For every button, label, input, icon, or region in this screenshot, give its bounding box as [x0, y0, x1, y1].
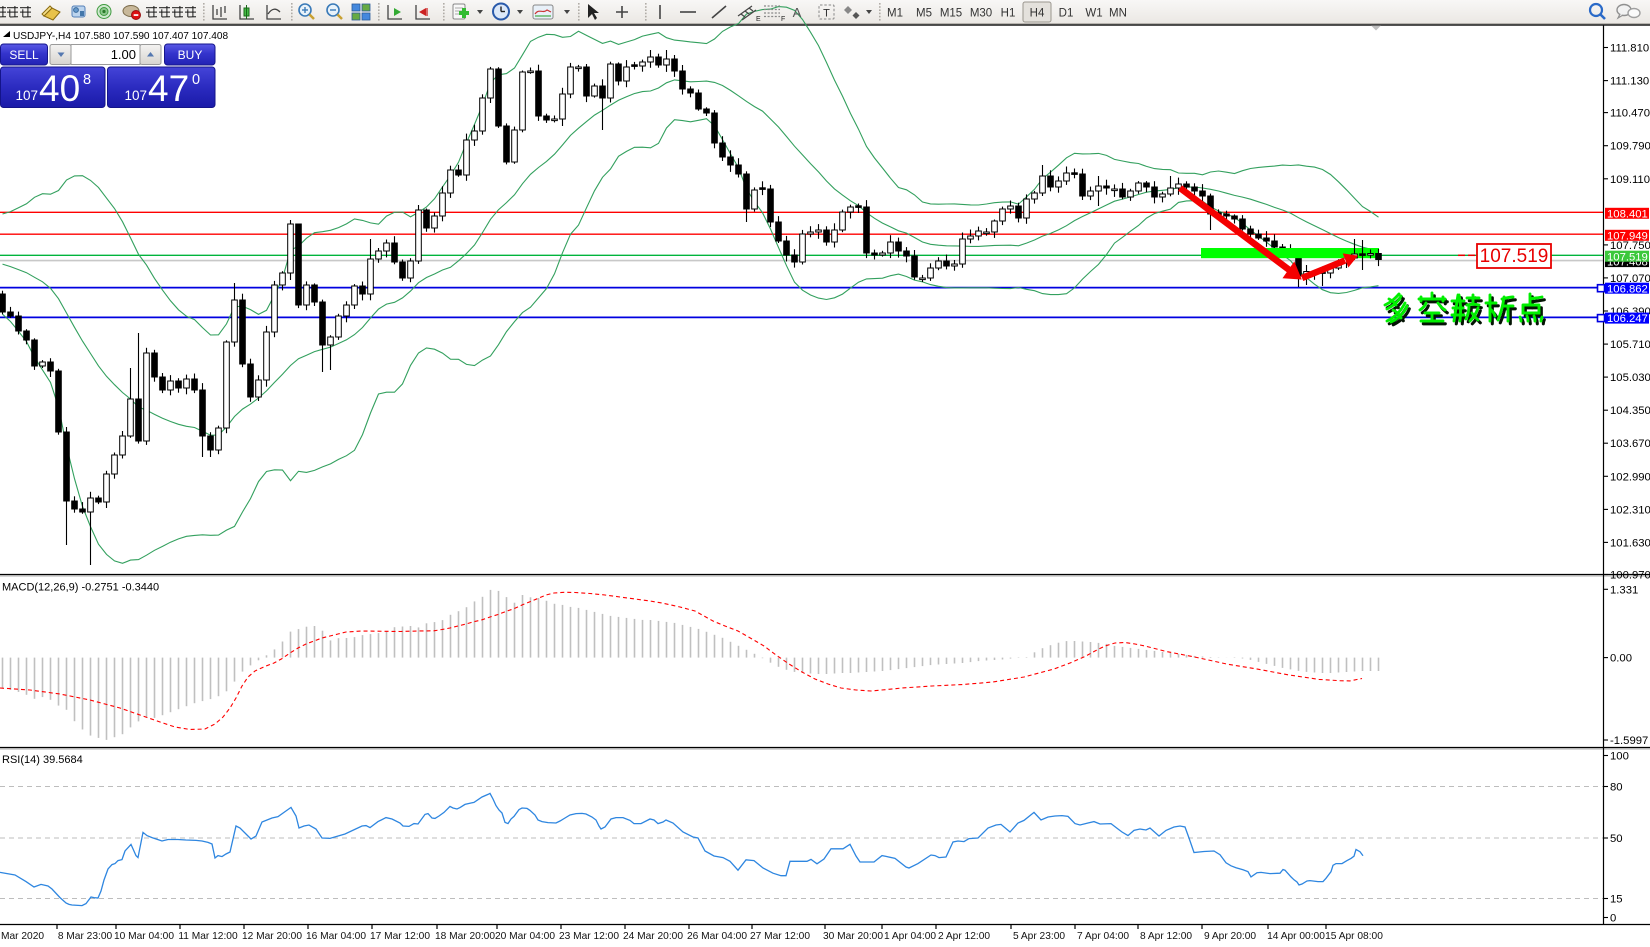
- svg-text:20 Mar 04:00: 20 Mar 04:00: [495, 931, 555, 942]
- svg-text:W1: W1: [1085, 8, 1102, 20]
- svg-text:103.670: 103.670: [1610, 438, 1650, 450]
- svg-text:7 Apr 04:00: 7 Apr 04:00: [1077, 931, 1129, 942]
- svg-text:MN: MN: [1109, 8, 1127, 20]
- svg-text:M15: M15: [940, 8, 962, 20]
- svg-text:15: 15: [1610, 894, 1623, 906]
- svg-text:108.401: 108.401: [1607, 208, 1648, 220]
- svg-text:0: 0: [1610, 913, 1616, 925]
- svg-text:D1: D1: [1059, 8, 1074, 20]
- svg-text:E: E: [756, 16, 761, 23]
- svg-text:24 Mar 20:00: 24 Mar 20:00: [623, 931, 683, 942]
- svg-text:102.990: 102.990: [1610, 471, 1650, 483]
- svg-text:111.810: 111.810: [1610, 43, 1649, 55]
- svg-text:8 Apr 12:00: 8 Apr 12:00: [1140, 931, 1192, 942]
- svg-text:109.790: 109.790: [1610, 141, 1650, 153]
- svg-text:2 Apr 12:00: 2 Apr 12:00: [938, 931, 990, 942]
- svg-text:14 Apr 00:00: 14 Apr 00:00: [1267, 931, 1325, 942]
- svg-text:109.110: 109.110: [1610, 174, 1650, 186]
- svg-text:F: F: [781, 16, 785, 23]
- svg-text:47: 47: [148, 68, 189, 109]
- svg-text:107.949: 107.949: [1607, 230, 1648, 242]
- svg-text:27 Mar 12:00: 27 Mar 12:00: [750, 931, 810, 942]
- svg-text:0.00: 0.00: [1610, 653, 1632, 665]
- svg-text:9 Apr 20:00: 9 Apr 20:00: [1204, 931, 1256, 942]
- svg-text:102.310: 102.310: [1610, 504, 1650, 516]
- svg-text:111.130: 111.130: [1610, 76, 1649, 88]
- svg-text:18 Mar 20:00: 18 Mar 20:00: [435, 931, 495, 942]
- svg-text:17 Mar 12:00: 17 Mar 12:00: [370, 931, 430, 942]
- svg-text:50: 50: [1610, 833, 1623, 845]
- svg-text:107.750: 107.750: [1610, 240, 1650, 252]
- svg-text:M1: M1: [887, 8, 903, 20]
- svg-text:8 Mar 23:00: 8 Mar 23:00: [58, 931, 113, 942]
- svg-text:MACD(12,26,9) -0.2751 -0.3440: MACD(12,26,9) -0.2751 -0.3440: [2, 582, 159, 594]
- svg-text:Mar 2020: Mar 2020: [1, 931, 44, 942]
- svg-text:8: 8: [83, 72, 91, 88]
- svg-text:0: 0: [192, 72, 200, 88]
- svg-text:H1: H1: [1001, 8, 1016, 20]
- svg-text:30 Mar 20:00: 30 Mar 20:00: [823, 931, 883, 942]
- svg-text:RSI(14) 39.5684: RSI(14) 39.5684: [2, 754, 83, 766]
- svg-text:80: 80: [1610, 782, 1623, 794]
- svg-text:107: 107: [124, 88, 147, 103]
- svg-text:16 Mar 04:00: 16 Mar 04:00: [306, 931, 366, 942]
- svg-text:100: 100: [1610, 751, 1629, 763]
- svg-text:10 Mar 04:00: 10 Mar 04:00: [114, 931, 174, 942]
- svg-text:BUY: BUY: [178, 48, 203, 62]
- svg-text:110.470: 110.470: [1610, 108, 1650, 120]
- svg-text:104.350: 104.350: [1610, 405, 1650, 417]
- svg-text:40: 40: [39, 68, 80, 109]
- svg-text:-1.5997: -1.5997: [1610, 735, 1648, 747]
- svg-text:106.862: 106.862: [1607, 283, 1648, 295]
- svg-text:1.331: 1.331: [1610, 584, 1638, 596]
- svg-text:M30: M30: [970, 8, 992, 20]
- svg-text:H4: H4: [1030, 8, 1045, 20]
- svg-text:1.00: 1.00: [111, 47, 136, 62]
- svg-text:107.519: 107.519: [1607, 251, 1648, 263]
- svg-text:12 Mar 20:00: 12 Mar 20:00: [242, 931, 302, 942]
- svg-text:107: 107: [15, 88, 38, 103]
- svg-text:5 Apr 23:00: 5 Apr 23:00: [1013, 931, 1065, 942]
- svg-text:101.630: 101.630: [1610, 537, 1650, 549]
- svg-text:106.247: 106.247: [1607, 313, 1648, 325]
- svg-text:100.970: 100.970: [1610, 570, 1650, 582]
- svg-text:T: T: [823, 8, 830, 20]
- svg-text:SELL: SELL: [9, 48, 39, 62]
- svg-text:15 Apr 08:00: 15 Apr 08:00: [1325, 931, 1383, 942]
- svg-text:23 Mar 12:00: 23 Mar 12:00: [559, 931, 619, 942]
- svg-text:M5: M5: [916, 8, 932, 20]
- svg-text:A: A: [793, 5, 802, 20]
- svg-text:105.710: 105.710: [1610, 339, 1650, 351]
- svg-text:107.070: 107.070: [1610, 273, 1650, 285]
- svg-text:105.030: 105.030: [1610, 372, 1650, 384]
- svg-text:107.519: 107.519: [1480, 246, 1549, 267]
- svg-text:1 Apr 04:00: 1 Apr 04:00: [884, 931, 936, 942]
- svg-text:11 Mar 12:00: 11 Mar 12:00: [178, 931, 238, 942]
- svg-text:USDJPY-,H4 107.580 107.590 10: USDJPY-,H4 107.580 107.590 107.407 107.4…: [13, 31, 229, 42]
- svg-text:26 Mar 04:00: 26 Mar 04:00: [687, 931, 747, 942]
